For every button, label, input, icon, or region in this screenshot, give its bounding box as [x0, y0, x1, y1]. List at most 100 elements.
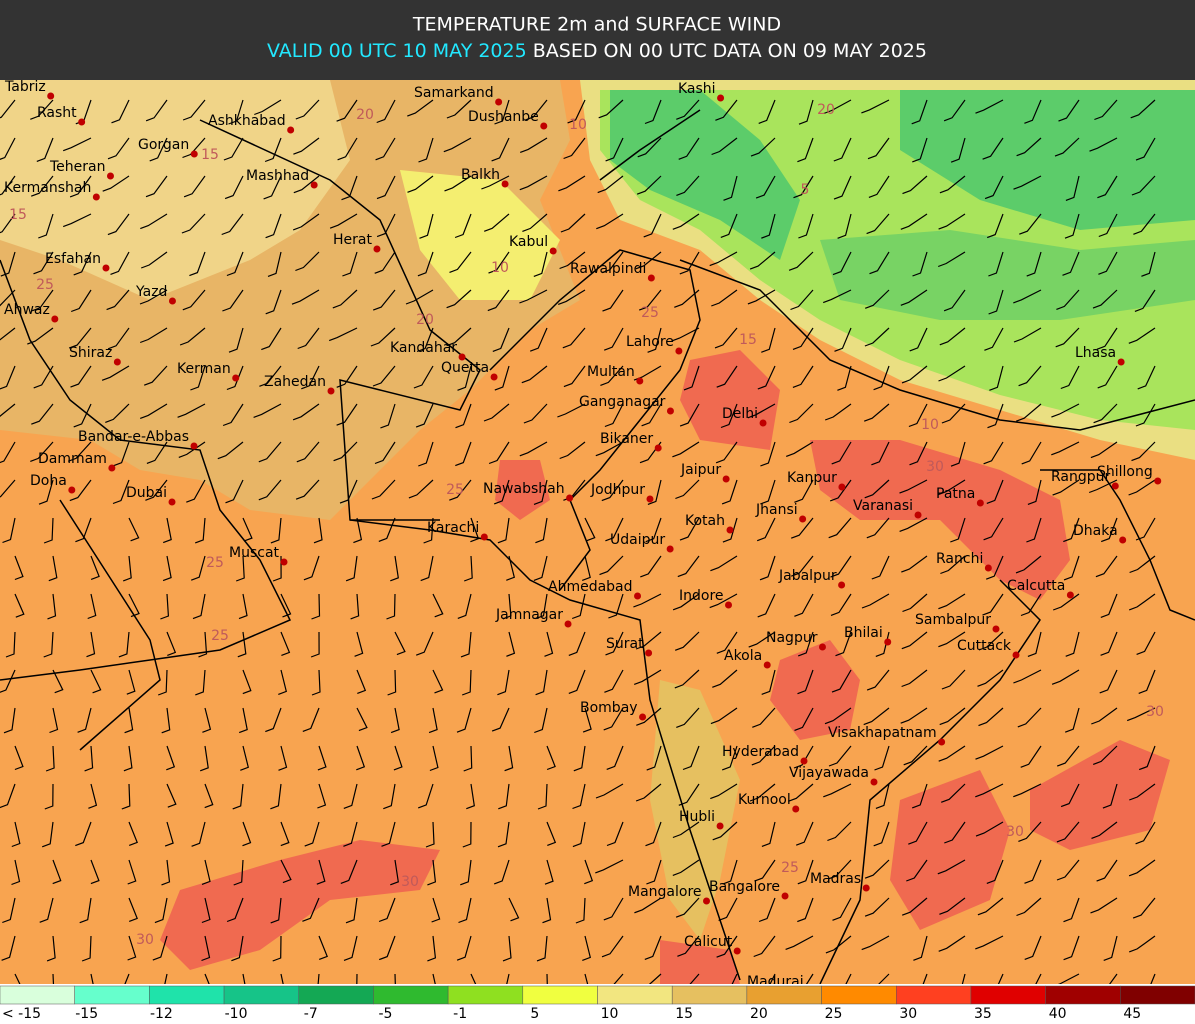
- wind-barb: [493, 859, 510, 885]
- wind-barb: [1024, 859, 1042, 884]
- wind-barb: [261, 327, 282, 351]
- wind-barb: [1018, 821, 1042, 842]
- city-dot: [636, 377, 644, 385]
- wind-barb: [568, 631, 586, 656]
- wind-barb: [258, 479, 282, 501]
- wind-barb: [831, 441, 852, 465]
- legend-label: -10: [225, 1006, 248, 1022]
- wind-barb: [1136, 631, 1156, 655]
- contour-label: 30: [1146, 704, 1164, 720]
- wind-barb: [90, 555, 100, 580]
- wind-barb: [343, 935, 358, 961]
- city-dot: [763, 661, 771, 669]
- city-dot: [870, 778, 878, 786]
- wind-barb: [270, 517, 282, 544]
- wind-barb: [939, 175, 966, 194]
- legend-label: -15: [75, 1006, 98, 1022]
- wind-barb: [608, 593, 624, 619]
- legend-swatch: [896, 985, 972, 1005]
- wind-barb: [182, 137, 206, 159]
- city-dot: [501, 180, 509, 188]
- wind-barb: [835, 631, 852, 657]
- wind-barb: [534, 707, 548, 734]
- wind-barb: [354, 631, 364, 657]
- wind-barb: [906, 859, 928, 882]
- wind-barb: [431, 897, 441, 923]
- wind-barb: [1098, 251, 1118, 275]
- legend-swatch: [671, 985, 748, 1005]
- wind-barb: [270, 783, 282, 810]
- wind-barb: [716, 935, 738, 958]
- wind-barb: [278, 745, 288, 771]
- wind-barb: [345, 897, 358, 924]
- wind-barb: [1094, 99, 1118, 121]
- city-dot: [564, 620, 572, 628]
- wind-barb: [280, 821, 290, 847]
- city-label: Ranchi: [936, 551, 983, 567]
- wind-barb: [562, 327, 586, 349]
- wind-barb: [1138, 745, 1156, 771]
- wind-barb: [280, 631, 291, 656]
- wind-barb: [460, 631, 472, 658]
- wind-barb: [1097, 175, 1118, 199]
- wind-barb: [70, 365, 92, 388]
- wind-barb: [938, 593, 966, 610]
- city-label: Mangalore: [628, 884, 702, 900]
- contour-label: 20: [356, 107, 374, 123]
- wind-barb: [572, 821, 586, 848]
- city-dot: [78, 118, 86, 126]
- city-dot: [716, 822, 724, 830]
- wind-barb: [356, 745, 366, 771]
- city-dot: [168, 498, 176, 506]
- wind-barb: [198, 631, 208, 658]
- wind-barb: [378, 935, 396, 961]
- wind-barb: [139, 289, 168, 305]
- wind-barb: [797, 631, 814, 657]
- wind-barb: [387, 669, 397, 696]
- wind-barb: [470, 517, 480, 543]
- wind-barb: [455, 403, 472, 429]
- wind-barb: [909, 441, 928, 466]
- wind-barb: [341, 175, 358, 201]
- wind-barb: [603, 327, 624, 351]
- wind-barb: [0, 175, 16, 196]
- wind-barb: [757, 593, 776, 618]
- wind-barb: [749, 783, 776, 802]
- city-dot: [327, 387, 335, 395]
- wind-barb: [823, 99, 852, 115]
- city-dot: [108, 464, 116, 472]
- wind-barb: [417, 251, 434, 277]
- wind-barb: [502, 593, 512, 620]
- wind-barb: [1016, 137, 1042, 157]
- city-dot: [666, 545, 674, 553]
- wind-barb: [1091, 707, 1118, 725]
- wind-barb: [797, 669, 814, 695]
- wind-barb: [831, 669, 852, 693]
- wind-barb: [293, 175, 320, 194]
- wind-barb: [166, 783, 177, 808]
- wind-barb: [0, 251, 16, 277]
- city-label: Muscat: [229, 545, 280, 561]
- wind-barb: [978, 631, 1004, 651]
- wind-barb: [68, 327, 92, 349]
- city-dot: [310, 181, 318, 189]
- legend-label: 20: [750, 1006, 768, 1022]
- wind-barb: [1063, 555, 1080, 581]
- wind-barb: [797, 897, 814, 923]
- wind-barb: [242, 669, 252, 695]
- wind-barb: [943, 99, 966, 122]
- city-label: Doha: [30, 473, 67, 489]
- wind-barb: [1135, 403, 1156, 427]
- wind-barb: [372, 365, 396, 387]
- wind-barb: [374, 441, 396, 465]
- wind-barb: [982, 593, 1004, 616]
- wind-barb: [145, 175, 168, 198]
- wind-barb: [950, 517, 966, 543]
- wind-barb: [832, 251, 852, 276]
- wind-barb: [789, 403, 814, 424]
- wind-barb: [671, 327, 700, 342]
- wind-barb: [1017, 707, 1042, 728]
- wind-barb: [498, 783, 510, 810]
- wind-barb: [145, 479, 168, 501]
